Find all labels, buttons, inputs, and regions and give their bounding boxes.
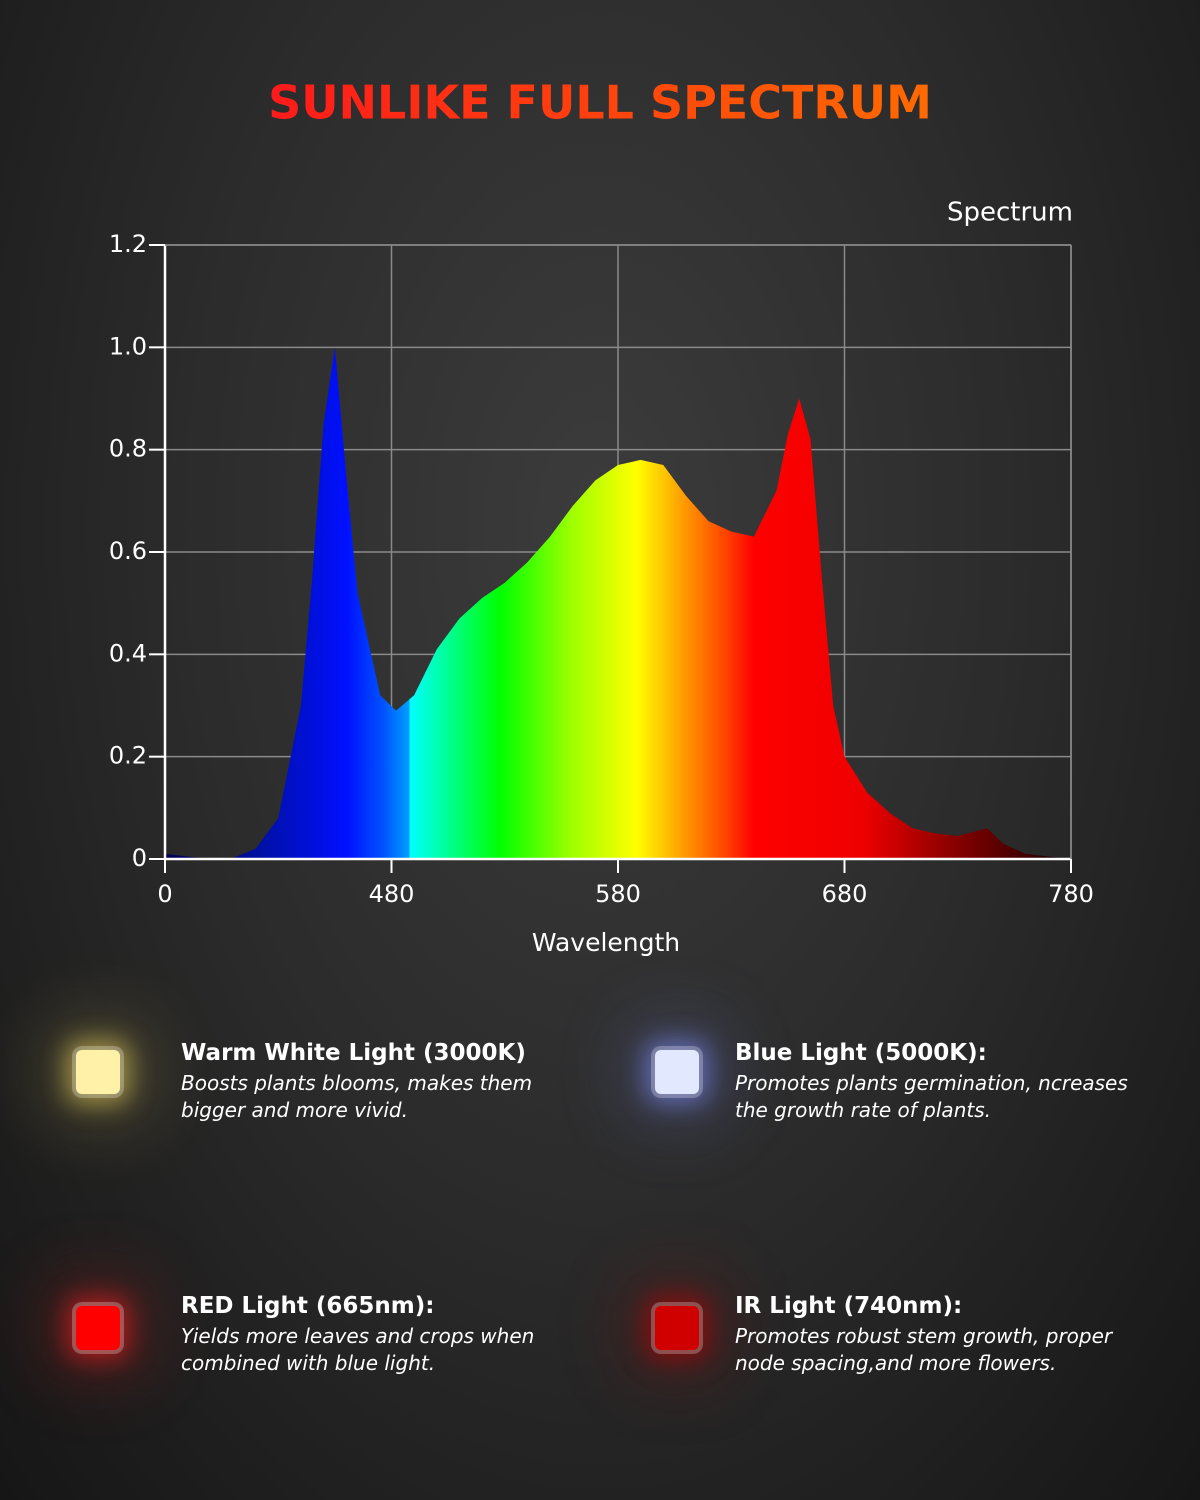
feature-title: Blue Light (5000K): [735, 1040, 987, 1066]
legend-label: Spectrum [947, 198, 1073, 228]
y-tick-label: 1.2 [109, 230, 147, 258]
feature-description: Promotes plants germination, ncreases th… [735, 1071, 1128, 1122]
feature: IR Light (740nm): Promotes robust stem gr… [735, 1293, 1135, 1377]
x-tick-label: 680 [822, 880, 868, 908]
x-tick-label: 0 [157, 880, 172, 908]
feature-description: Boosts plants blooms, makes them bigger … [181, 1071, 533, 1122]
x-tick-label: 480 [369, 880, 415, 908]
led-icon [76, 1050, 120, 1094]
y-tick-label: 0.6 [109, 537, 147, 565]
y-tick-label: 0.2 [109, 742, 147, 770]
x-tick-label: 580 [595, 880, 641, 908]
feature-description: Promotes robust stem growth, proper node… [735, 1324, 1113, 1375]
x-tick-label: 780 [1048, 880, 1094, 908]
spectrum-area [165, 347, 1071, 859]
y-tick-label: 0 [132, 844, 147, 872]
chart-title: SUNLIKE FULL SPECTRUM [268, 76, 932, 130]
led-icon [655, 1050, 699, 1094]
feature: RED Light (665nm): Yields more leaves and… [181, 1293, 581, 1377]
feature: Blue Light (5000K): Promotes plants germi… [735, 1040, 1135, 1124]
y-tick-label: 0.4 [109, 639, 147, 667]
led-icon [655, 1306, 699, 1350]
chart: SUNLIKE FULL SPECTRUM Spectrum Wavelengt… [109, 75, 1094, 957]
y-tick-label: 0.8 [109, 435, 147, 463]
feature-title: IR Light (740nm): [735, 1293, 963, 1319]
led-icon [76, 1306, 120, 1350]
x-axis-label: Wavelength [532, 928, 680, 957]
feature-title: RED Light (665nm): [181, 1293, 435, 1319]
feature: Warm White Light (3000K) Boosts plants bl… [181, 1040, 581, 1124]
feature-description: Yields more leaves and crops when combin… [181, 1324, 535, 1375]
feature-title: Warm White Light (3000K) [181, 1040, 526, 1066]
y-tick-label: 1.0 [109, 332, 147, 360]
